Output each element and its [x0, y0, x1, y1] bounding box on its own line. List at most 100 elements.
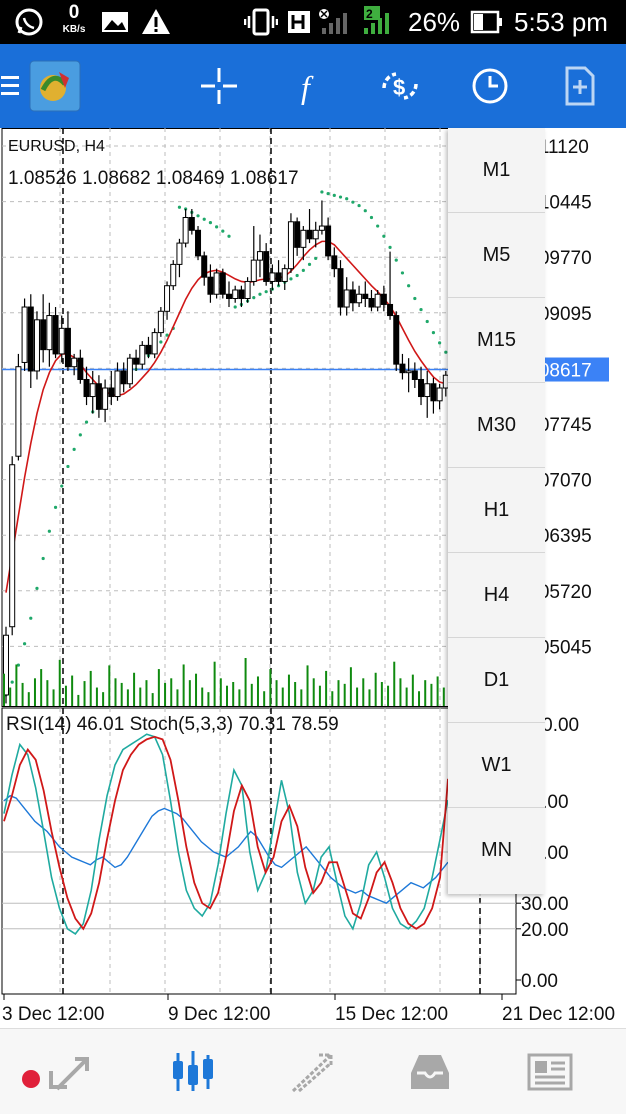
indicator-series: [3, 733, 449, 935]
time-tick-label: 15 Dec 12:00: [335, 1004, 448, 1025]
psar-dot: [221, 229, 225, 233]
timeframe-m15[interactable]: M15: [448, 298, 545, 383]
psar-dot: [338, 195, 343, 199]
candle-body: [114, 370, 121, 398]
candle-body: [393, 315, 400, 365]
psar-dot: [252, 296, 256, 300]
candle-body: [139, 344, 146, 365]
symbol-label: EURUSD, H4: [8, 138, 105, 155]
bottom-nav: [0, 1028, 626, 1114]
psar-dot: [202, 217, 206, 221]
price-panel-frame: [1, 128, 517, 707]
candle-body: [157, 310, 164, 334]
timeframe-d1[interactable]: D1: [448, 638, 545, 723]
candle-body: [250, 259, 257, 282]
indicator-tick-label: 20.00: [521, 920, 569, 941]
psar-dot: [295, 273, 299, 278]
vibrate-icon: [243, 0, 279, 44]
candle-body: [33, 319, 40, 372]
candle-body: [325, 225, 332, 257]
psar-dot: [431, 331, 436, 335]
timeframe-w1[interactable]: W1: [448, 723, 545, 808]
candle-body: [356, 293, 363, 304]
candle-body: [46, 315, 53, 351]
news-icon[interactable]: [518, 1029, 582, 1114]
psar-dot: [413, 296, 417, 301]
candle-body: [380, 293, 387, 305]
candle-body: [21, 306, 28, 363]
candle-body: [95, 383, 102, 410]
indicators-icon[interactable]: f: [290, 44, 330, 128]
timeframe-h1[interactable]: H1: [448, 468, 545, 553]
candle-body: [405, 370, 412, 374]
psar-dot: [47, 529, 51, 533]
crosshair-icon[interactable]: [196, 44, 242, 128]
psar-dot: [363, 209, 367, 213]
candle-body: [133, 357, 140, 365]
indicator-label: RSI(14) 46.01 Stoch(5,3,3) 70.31 78.59: [6, 714, 339, 735]
candle-body: [430, 383, 437, 402]
psar-dot: [227, 234, 231, 238]
psar-dot: [425, 319, 429, 324]
clock: 5:53 pm: [514, 7, 608, 37]
templates-icon[interactable]: [560, 44, 600, 128]
timeframe-h4[interactable]: H4: [448, 553, 545, 638]
signal-icon: 2: [316, 0, 402, 44]
psar-dot: [72, 447, 76, 451]
candle-body: [52, 315, 59, 355]
timeframe-m30[interactable]: M30: [448, 383, 545, 468]
stoch-signal-line: [3, 735, 449, 931]
candle-body: [287, 221, 294, 270]
quotes-icon[interactable]: [10, 1029, 110, 1114]
candle-body: [102, 387, 109, 410]
gallery-icon: [100, 0, 130, 44]
psar-dot: [345, 197, 349, 201]
psar-dot: [419, 307, 423, 312]
candle-body: [300, 229, 307, 248]
candle-body: [294, 221, 301, 248]
psar-dot: [78, 433, 82, 437]
hd-icon: [286, 0, 314, 44]
period-icon[interactable]: [468, 44, 512, 128]
psar-dot: [258, 292, 262, 296]
candlestick-series: [3, 200, 455, 704]
psar-dot: [184, 207, 188, 211]
candle-body: [256, 251, 263, 261]
menu-icon[interactable]: [0, 44, 22, 128]
svg-text:$: $: [393, 75, 405, 100]
history-icon[interactable]: [398, 1029, 462, 1114]
toolbar: f $: [0, 44, 626, 128]
candle-body: [64, 327, 71, 368]
psar-dot: [159, 340, 163, 344]
candle-body: [281, 268, 288, 282]
candle-body: [40, 319, 47, 351]
trade-nav-icon[interactable]: [280, 1029, 344, 1114]
candle-body: [126, 357, 133, 385]
whatsapp-icon: [12, 0, 46, 44]
time-tick-label: 9 Dec 12:00: [168, 1004, 270, 1025]
candle-body: [399, 363, 406, 374]
timeframe-m1[interactable]: M1: [448, 128, 545, 213]
candle-body: [207, 276, 214, 295]
parabolic-sar-series: [4, 190, 454, 697]
timeframe-mn[interactable]: MN: [480, 838, 513, 861]
trade-icon[interactable]: $: [374, 44, 426, 128]
psar-dot: [320, 190, 324, 194]
psar-dot: [332, 193, 336, 197]
psar-dot: [208, 221, 213, 225]
candle-body: [195, 229, 202, 257]
app-logo-icon[interactable]: [28, 44, 82, 128]
psar-dot: [388, 245, 392, 249]
time-tick-label: 21 Dec 12:00: [502, 1004, 615, 1025]
candle-body: [58, 327, 65, 355]
psar-dot: [382, 234, 386, 238]
psar-dot: [60, 484, 64, 488]
psar-dot: [407, 284, 411, 288]
warning-icon: [140, 0, 172, 44]
candle-body: [349, 289, 356, 304]
timeframe-m5[interactable]: M5: [448, 213, 545, 298]
chart-icon[interactable]: [162, 1029, 224, 1114]
candle-body: [145, 344, 152, 355]
candle-body: [83, 378, 90, 398]
candle-body: [362, 293, 369, 300]
